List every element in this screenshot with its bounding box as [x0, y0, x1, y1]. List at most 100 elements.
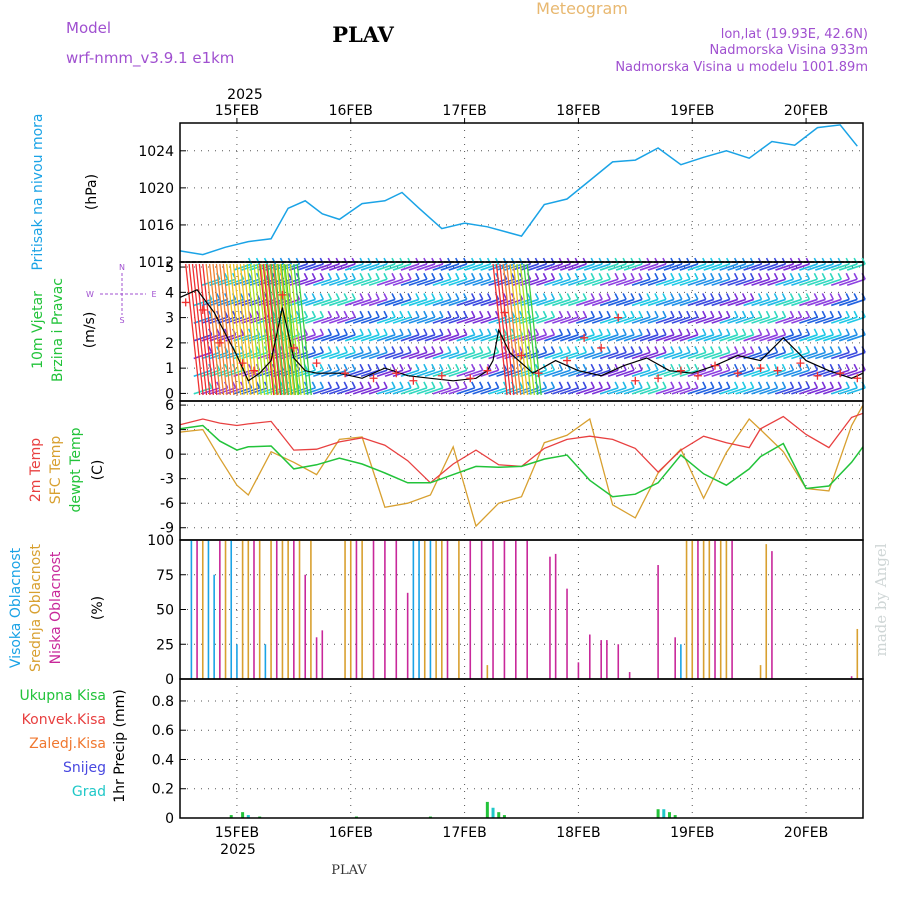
wind-barb — [727, 263, 746, 271]
wind-barb — [791, 263, 810, 271]
wind-gust-marker — [773, 366, 782, 375]
wind-barb — [392, 263, 412, 271]
wind-barb — [630, 363, 635, 371]
wind-barb — [639, 334, 659, 342]
wind-fan-line — [208, 263, 225, 396]
wind-barb — [805, 346, 811, 353]
wind-barb — [550, 381, 556, 389]
wind-barb — [383, 293, 388, 300]
wind-barb — [743, 316, 762, 324]
wind-barb — [415, 293, 420, 300]
wind-barb — [631, 316, 651, 324]
wind-barb — [639, 263, 659, 271]
wind-gust-marker — [369, 374, 378, 383]
wind-barb — [295, 257, 301, 265]
wind-barb — [327, 310, 333, 318]
wind-barb — [432, 263, 452, 271]
wind-barb — [743, 263, 762, 271]
wind-barb — [686, 381, 691, 389]
wind-barb — [647, 387, 667, 395]
wind-barb — [550, 272, 556, 280]
wind-gust-marker — [711, 361, 720, 370]
wind-barb — [343, 363, 348, 371]
precip-bar-hail — [662, 809, 666, 818]
wind-barb — [319, 310, 325, 318]
wind-barb — [663, 298, 683, 307]
wind-barb — [646, 346, 651, 353]
wind-barb — [566, 346, 572, 353]
wind-gust-marker — [249, 366, 258, 375]
wind-barb — [695, 298, 715, 307]
wind-barb — [735, 298, 754, 307]
wind-barb — [319, 363, 325, 371]
wind-barb — [583, 298, 603, 307]
wind-barb — [623, 369, 643, 377]
wind-barb — [552, 369, 571, 377]
wind-barb — [568, 278, 587, 286]
wind-barb — [439, 310, 444, 318]
wind-barb — [456, 387, 475, 395]
wind-barb — [367, 293, 372, 300]
wind-barb — [456, 334, 475, 342]
wind-barb — [209, 298, 228, 307]
wind-barb — [480, 316, 499, 324]
wind-barb — [815, 387, 834, 395]
wind-gust-marker — [614, 313, 623, 322]
wind-barb — [456, 351, 475, 360]
wind-barb — [791, 334, 810, 342]
wind-barb — [502, 293, 508, 300]
bottom-date-label: 16FEB — [329, 825, 373, 841]
wind-barb — [574, 363, 580, 371]
wind-barb — [392, 351, 412, 360]
wind-barb — [550, 363, 556, 371]
wind-barb — [829, 381, 835, 389]
wind-barb — [662, 293, 667, 300]
wind-barb — [751, 263, 770, 271]
wind-barb — [463, 381, 468, 389]
wind-barb — [550, 328, 556, 336]
wind-barb — [383, 272, 388, 280]
wind-barb — [821, 346, 827, 353]
wind-barb — [830, 263, 850, 271]
temp-tick-label: 0 — [165, 447, 174, 463]
wind-barb — [846, 263, 866, 271]
wind-barb — [328, 263, 348, 271]
wind-barb — [550, 346, 556, 353]
wind-barb — [710, 310, 715, 318]
wind-barb — [622, 272, 627, 280]
wind-fan-line — [260, 263, 276, 396]
wind-barb — [606, 310, 611, 318]
wind-barb — [352, 334, 372, 342]
temp-frame — [179, 400, 864, 541]
wind-barb — [797, 272, 803, 280]
wind-barb — [757, 257, 763, 265]
wind-barb — [415, 328, 420, 336]
wind-barb — [807, 387, 826, 395]
wind-barb — [359, 293, 364, 300]
wind-barb — [813, 381, 819, 389]
wind-barb — [416, 298, 436, 307]
wind-gust-marker — [215, 338, 224, 347]
wind-barb — [480, 263, 499, 271]
wind-fan-line — [212, 263, 228, 396]
wind-barb — [408, 334, 428, 342]
wind-barb — [448, 369, 468, 377]
wind-barb — [305, 351, 324, 360]
dewpoint-line — [179, 424, 864, 498]
wind-barb — [614, 363, 619, 371]
wind-barb — [845, 257, 850, 265]
wind-barb — [431, 328, 436, 336]
wind-barb — [463, 328, 468, 336]
wind-barb — [488, 316, 507, 324]
wind-fan-line — [253, 263, 269, 396]
wind-barb — [838, 387, 858, 395]
wind-barb — [560, 351, 579, 360]
wind-barb — [448, 263, 468, 271]
wind-barb — [360, 298, 380, 307]
wind-barb — [751, 351, 770, 360]
wind-barb — [781, 381, 787, 389]
wind-barb — [448, 278, 468, 286]
wind-gust-marker — [517, 351, 526, 360]
wind-barb — [504, 369, 523, 377]
